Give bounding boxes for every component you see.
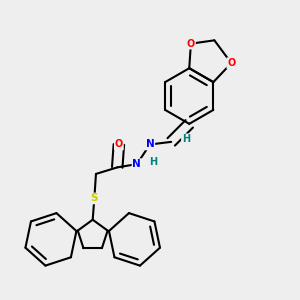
Text: O: O (227, 58, 236, 68)
Text: N: N (133, 159, 141, 169)
Text: S: S (91, 194, 98, 203)
Text: O: O (187, 39, 195, 49)
Text: H: H (149, 158, 157, 167)
Text: N: N (146, 140, 154, 149)
Text: O: O (115, 140, 123, 149)
Text: H: H (182, 134, 190, 144)
